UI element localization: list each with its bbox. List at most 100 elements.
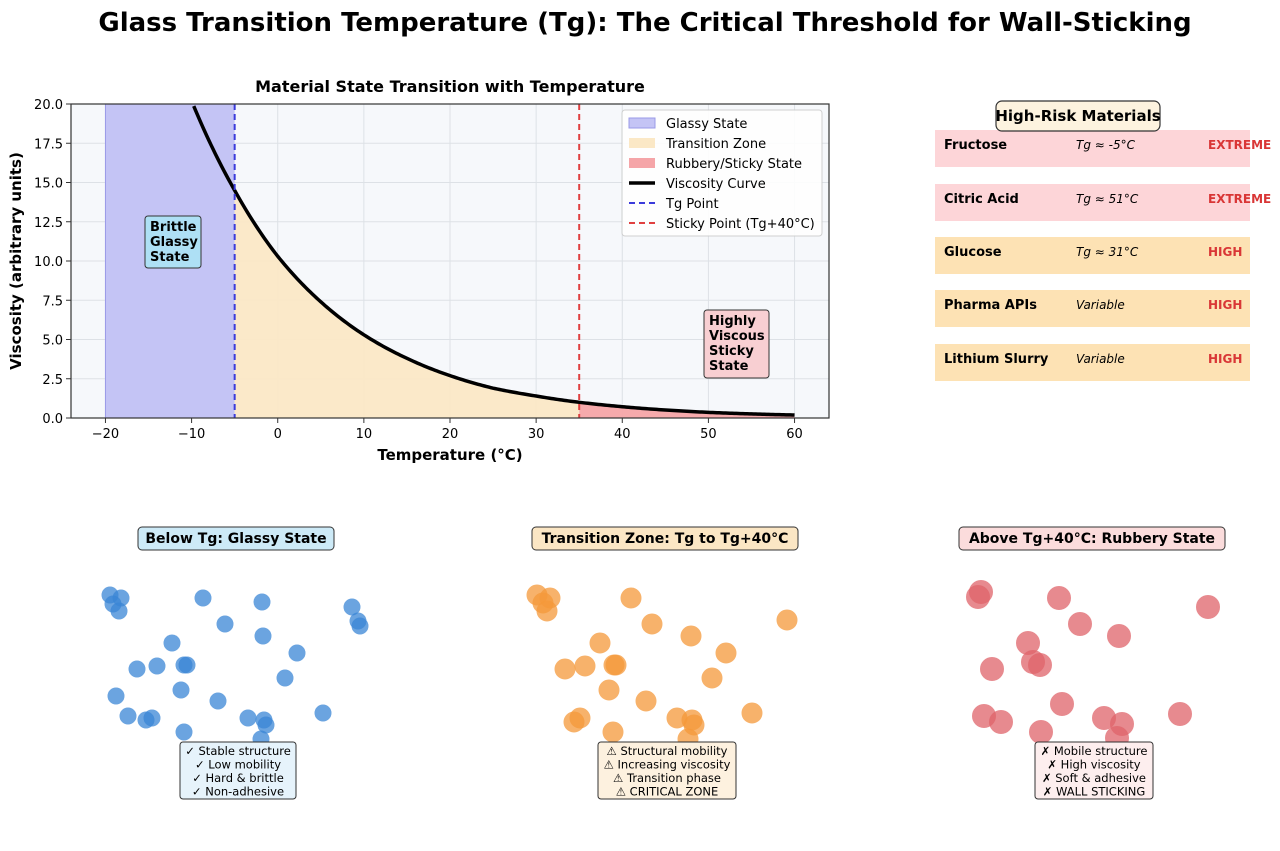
y-tick-label: 10.0 (34, 255, 63, 270)
legend-label: Transition Zone (665, 137, 766, 152)
sticky-annotation-text: Highly (709, 314, 756, 329)
legend-label: Glassy State (666, 117, 747, 132)
panel-note: ✓ Stable structure (185, 744, 291, 758)
particle (128, 660, 146, 678)
legend-label: Rubbery/Sticky State (666, 157, 802, 172)
particle (741, 702, 763, 724)
x-tick-label: −20 (92, 427, 119, 442)
y-tick-label: 20.0 (34, 98, 63, 113)
panel-note: ⚠ Structural mobility (607, 744, 728, 758)
particle (110, 602, 128, 620)
particle (536, 600, 558, 622)
particle (314, 704, 332, 722)
material-row-bg (935, 344, 1250, 381)
particle (635, 690, 657, 712)
glassy-annotation-text: Glassy (150, 235, 198, 250)
x-tick-label: 10 (356, 427, 373, 442)
particle (178, 656, 196, 674)
panel-notes-box (1034, 741, 1154, 800)
x-tick-label: 40 (614, 427, 631, 442)
y-tick-label: 15.0 (34, 177, 63, 192)
sticky-annotation-box (703, 309, 770, 379)
panel-title: Below Tg: Glassy State (145, 531, 326, 547)
particle (598, 679, 620, 701)
particle (1047, 586, 1071, 610)
panel-title-box (958, 526, 1226, 551)
particle (1107, 624, 1131, 648)
material-row-bg (935, 184, 1250, 221)
panel-note: ✓ Low mobility (195, 758, 281, 772)
y-tick-label: 12.5 (34, 216, 63, 231)
material-row: Glucose Tg ≈ 31°C HIGH (935, 237, 1250, 274)
material-risk: EXTREME (1208, 138, 1271, 152)
legend-swatch (629, 158, 655, 168)
particle (239, 709, 257, 727)
particle (194, 589, 212, 607)
particle (1028, 653, 1052, 677)
particle (554, 658, 576, 680)
state-panel-3: Above Tg+40°C: Rubbery State ✗ Mobile str… (958, 526, 1226, 800)
particle (1196, 595, 1220, 619)
sticky-annotation-text: Sticky (709, 344, 754, 359)
material-row: Citric Acid Tg ≈ 51°C EXTREME (935, 184, 1271, 221)
materials-title: High-Risk Materials (995, 107, 1160, 125)
particle (276, 669, 294, 687)
material-row-bg (935, 237, 1250, 274)
legend-label: Sticky Point (Tg+40°C) (666, 217, 815, 232)
material-tg: Tg ≈ 31°C (1076, 245, 1139, 259)
x-tick-label: 20 (442, 427, 459, 442)
panel-title-box (531, 526, 799, 551)
legend-swatch (628, 117, 656, 129)
glassy-annotation-text: State (150, 250, 190, 265)
particle (969, 580, 993, 604)
sticky-annotation-text: Viscous (709, 329, 765, 344)
y-axis-label: Viscosity (arbitrary units) (7, 152, 25, 370)
legend-box (621, 109, 823, 237)
panel-note: ✓ Non-adhesive (192, 785, 284, 799)
particle (701, 667, 723, 689)
y-tick-label: 5.0 (42, 334, 63, 349)
sticky-annotation-text: State (709, 359, 749, 374)
material-name: Citric Acid (944, 192, 1019, 207)
material-tg: Variable (1076, 298, 1125, 312)
particle (569, 707, 591, 729)
particle (980, 657, 1004, 681)
figure-title: Glass Transition Temperature (Tg): The C… (98, 8, 1191, 38)
particle (602, 721, 624, 743)
material-row-bg (935, 130, 1250, 167)
viscosity-chart: Material State Transition with Temperatu… (7, 77, 830, 464)
material-name: Pharma APIs (944, 298, 1037, 313)
panel-title-box (137, 526, 335, 551)
y-tick-label: 2.5 (42, 373, 63, 388)
material-name: Fructose (944, 138, 1007, 153)
particle (148, 657, 166, 675)
glassy-annotation-text: Brittle (150, 220, 197, 235)
state-panel-1: Below Tg: Glassy State ✓ Stable structure… (101, 526, 369, 800)
particle (605, 654, 627, 676)
x-tick-label: 50 (700, 427, 717, 442)
x-axis-label: Temperature (°C) (377, 446, 522, 464)
material-risk: HIGH (1208, 298, 1242, 312)
panel-title: Transition Zone: Tg to Tg+40°C (542, 531, 789, 547)
state-panel-2: Transition Zone: Tg to Tg+40°C ⚠ Structur… (526, 526, 799, 800)
legend-label: Tg Point (665, 197, 719, 212)
particle (1068, 612, 1092, 636)
particle (143, 709, 161, 727)
region-transition-zone (234, 190, 580, 418)
panel-note: ✗ WALL STICKING (1043, 785, 1146, 799)
particle (254, 627, 272, 645)
x-tick-label: −10 (178, 427, 205, 442)
legend: Glassy State Transition Zone Rubbery/Stick… (621, 109, 823, 237)
material-row: Fructose Tg ≈ -5°C EXTREME (935, 130, 1271, 167)
y-tick-label: 7.5 (42, 294, 63, 309)
particle (776, 609, 798, 631)
panel-note: ✓ Hard & brittle (192, 771, 284, 785)
panel-title: Above Tg+40°C: Rubbery State (969, 531, 1215, 547)
particle (107, 687, 125, 705)
glassy-annotation-box (144, 215, 202, 269)
particle (216, 615, 234, 633)
legend-label: Viscosity Curve (666, 177, 766, 192)
panel-notes-box (597, 741, 737, 800)
material-name: Lithium Slurry (944, 352, 1049, 367)
